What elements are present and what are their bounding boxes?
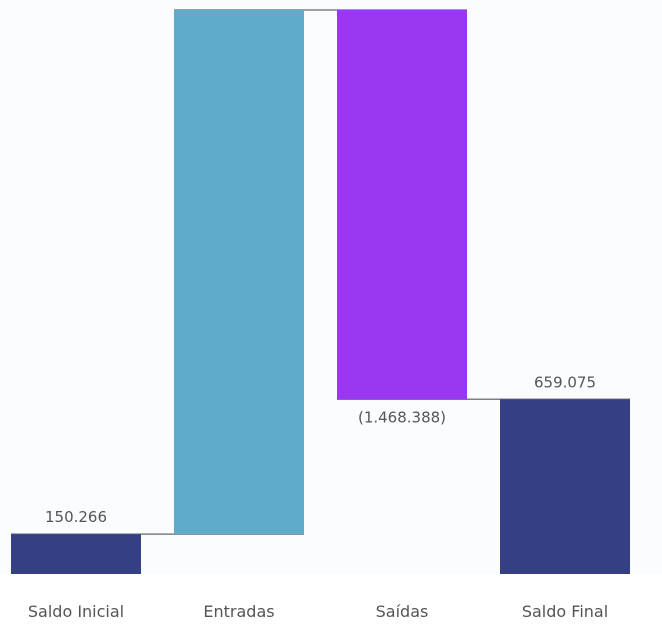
data-labels-layer: 150.266 1.977.197 (1.468.388) 659.075 — [45, 0, 596, 526]
data-label-saldo-inicial: 150.266 — [45, 508, 107, 526]
category-label-entradas: Entradas — [203, 602, 274, 621]
data-label-entradas: 1.977.197 — [201, 0, 277, 2]
category-label-saldo-inicial: Saldo Inicial — [28, 602, 124, 621]
data-label-saidas: (1.468.388) — [358, 408, 446, 426]
category-labels-layer: Saldo Inicial Entradas Saídas Saldo Final — [28, 602, 608, 621]
bars-layer — [11, 10, 630, 574]
bar-saldo-final — [500, 399, 630, 574]
data-label-saldo-final: 659.075 — [534, 373, 596, 391]
category-label-saidas: Saídas — [376, 602, 429, 621]
bar-saidas — [337, 10, 467, 400]
bar-entradas — [174, 10, 304, 535]
category-label-saldo-final: Saldo Final — [522, 602, 608, 621]
bar-saldo-inicial — [11, 534, 141, 574]
